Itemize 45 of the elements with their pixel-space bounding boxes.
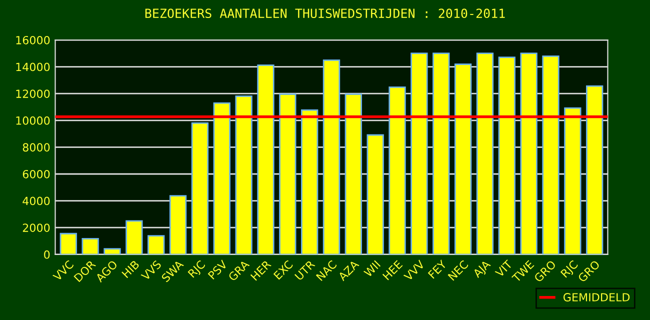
bar [542, 56, 560, 254]
x-tick-label: VIT [494, 259, 513, 278]
bar [300, 109, 318, 254]
bar [148, 235, 165, 254]
y-tick-label: 16000 [16, 36, 50, 44]
x-tick-label: VVS [140, 260, 162, 282]
legend-label: GEMIDDELD [564, 293, 630, 302]
bar [104, 248, 121, 254]
x-tick-label: UTR [294, 260, 316, 281]
bar [454, 64, 472, 254]
y-tick-label: 0 [44, 250, 50, 259]
bar [432, 52, 450, 254]
y-tick-label: 4000 [22, 196, 50, 206]
bar [322, 60, 340, 254]
bar [191, 122, 209, 254]
bar [235, 95, 252, 254]
bar [410, 52, 428, 254]
y-tick-label: 2000 [22, 224, 50, 232]
y-tick-label: 12000 [16, 90, 50, 98]
y-tick-label: 10000 [16, 116, 50, 125]
x-tick-label: HIB [122, 260, 140, 278]
bar [366, 134, 384, 254]
bar [257, 64, 274, 254]
x-tick-label: GRA [228, 259, 250, 282]
bar [476, 52, 494, 254]
x-tick-label: RJC [560, 260, 580, 280]
bar [82, 238, 99, 254]
bar [126, 220, 143, 254]
y-tick-label: 6000 [22, 170, 50, 178]
x-tick-label: AJA [472, 260, 492, 280]
bar [388, 86, 406, 254]
chart-title: BEZOEKERS AANTALLEN THUISWEDSTRIJDEN : 2010-2011 [145, 8, 505, 18]
bar [498, 56, 516, 254]
bar [586, 85, 604, 254]
y-tick-label: 8000 [22, 143, 50, 152]
bar [60, 232, 77, 254]
x-tick-label: RJC [188, 260, 208, 280]
bar [213, 102, 230, 254]
y-tick-label: 14000 [16, 62, 50, 72]
x-tick-label: WII [363, 260, 381, 278]
bar [169, 195, 187, 254]
bar [344, 93, 362, 254]
bar [564, 107, 582, 254]
bar [520, 52, 538, 254]
bar [279, 93, 296, 254]
